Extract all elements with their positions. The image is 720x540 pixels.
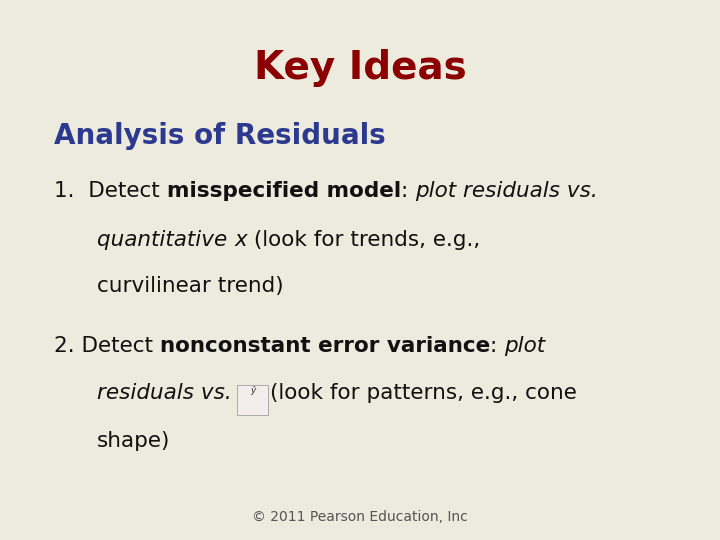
Text: plot residuals vs.: plot residuals vs.: [415, 181, 598, 201]
Text: quantitative: quantitative: [97, 230, 234, 249]
Text: x: x: [234, 230, 247, 249]
Text: (look for trends, e.g.,: (look for trends, e.g.,: [247, 230, 480, 249]
Text: Analysis of Residuals: Analysis of Residuals: [54, 122, 386, 150]
Text: 1.  Detect: 1. Detect: [54, 181, 166, 201]
Text: © 2011 Pearson Education, Inc: © 2011 Pearson Education, Inc: [252, 510, 468, 524]
Text: :: :: [490, 336, 504, 356]
Text: residuals vs.: residuals vs.: [97, 383, 239, 403]
Text: misspecified model: misspecified model: [166, 181, 401, 201]
Text: nonconstant error variance: nonconstant error variance: [160, 336, 490, 356]
Text: (look for patterns, e.g., cone: (look for patterns, e.g., cone: [270, 383, 577, 403]
Text: Key Ideas: Key Ideas: [253, 49, 467, 86]
Text: curvilinear trend): curvilinear trend): [97, 276, 284, 296]
Text: plot: plot: [504, 336, 545, 356]
FancyBboxPatch shape: [238, 385, 268, 415]
Text: ŷ: ŷ: [250, 386, 255, 395]
Text: shape): shape): [97, 431, 171, 451]
Text: :: :: [401, 181, 415, 201]
Text: 2. Detect: 2. Detect: [54, 336, 160, 356]
